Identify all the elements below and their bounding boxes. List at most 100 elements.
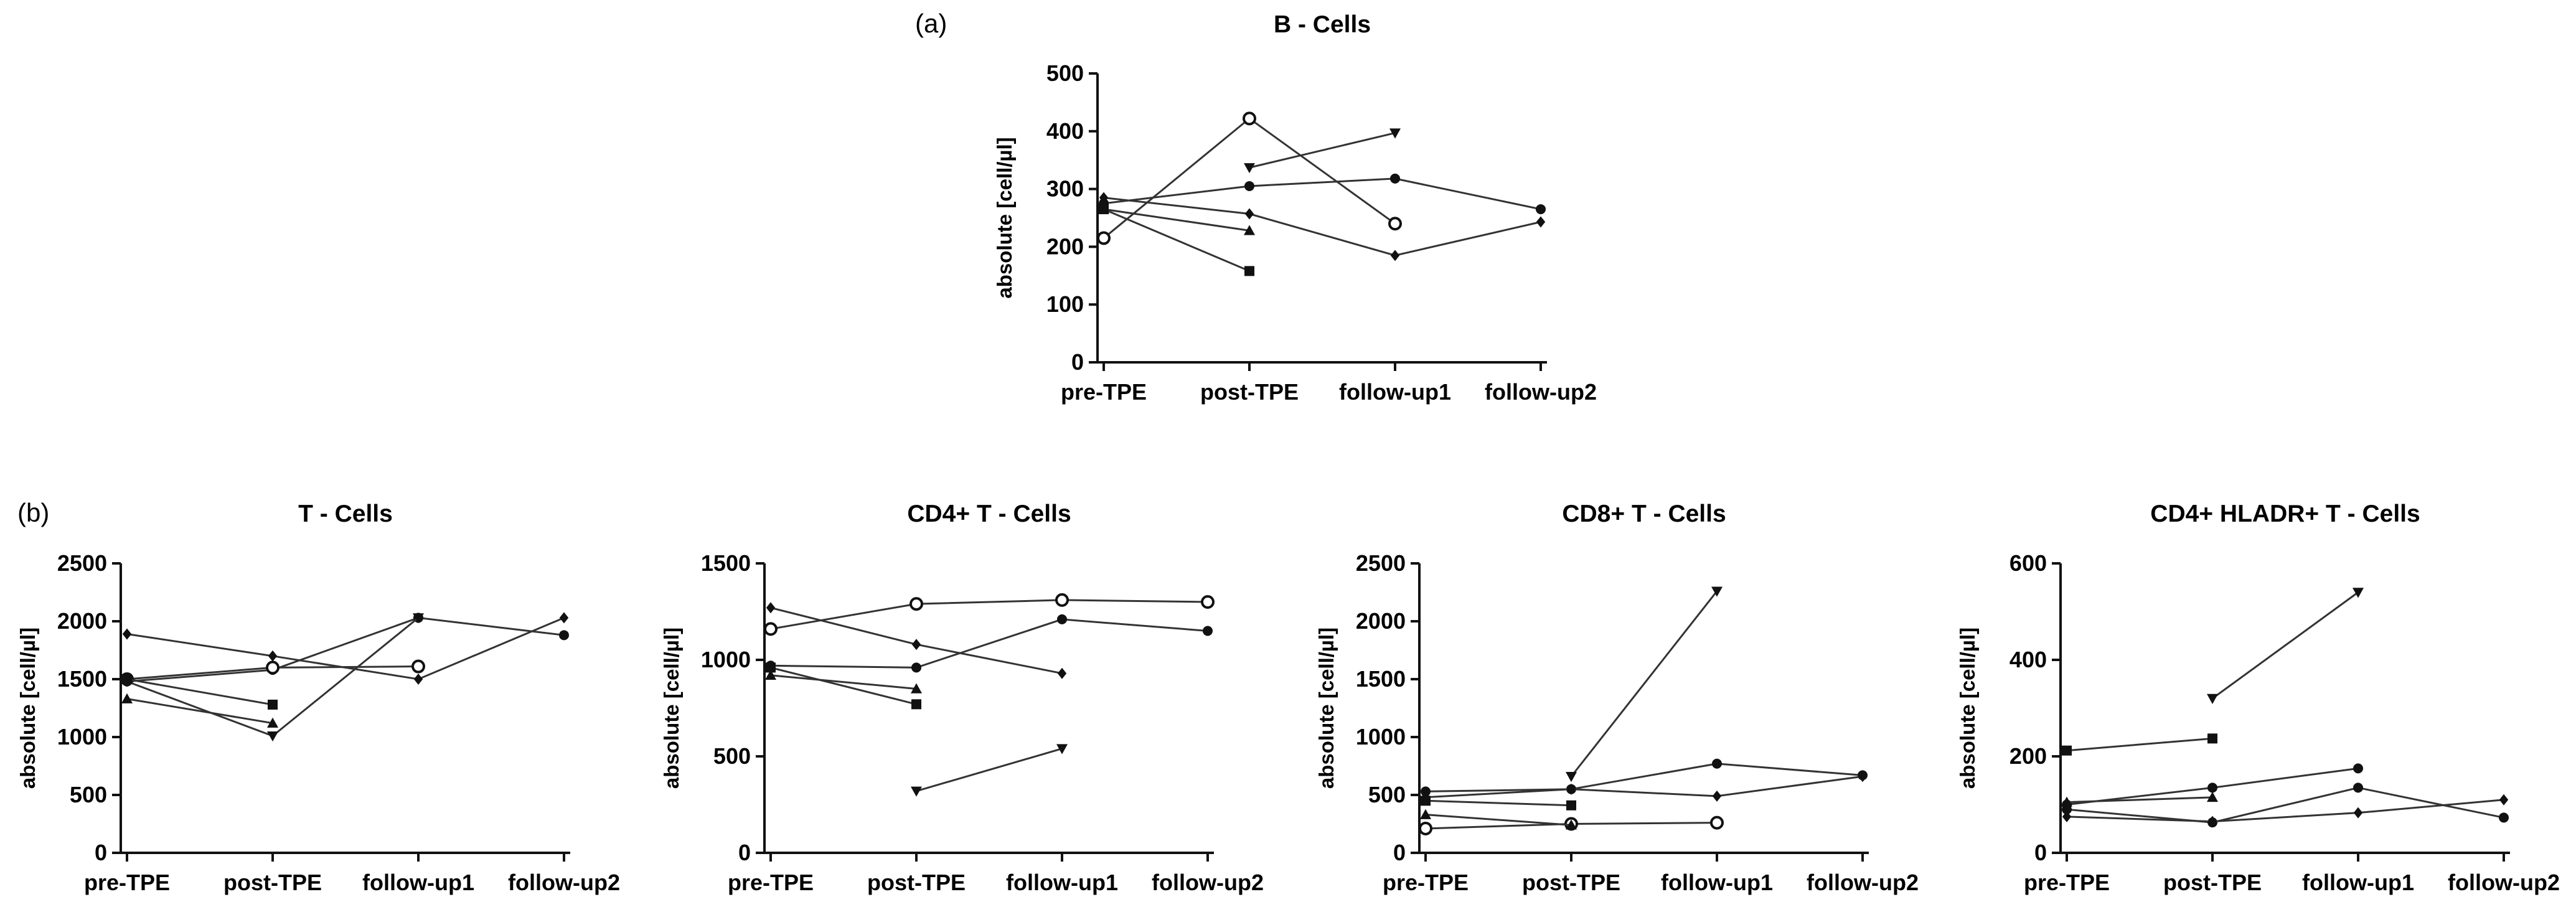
y-tick-label: 500 bbox=[70, 782, 107, 807]
data-point-triangle-down bbox=[911, 786, 922, 797]
y-tick-label: 500 bbox=[1046, 60, 1084, 86]
data-point-square bbox=[268, 699, 278, 710]
data-point-triangle-up bbox=[1244, 225, 1255, 235]
charts-container: B - Cells absolute [cell/µl] 0 100 200 300 400… bbox=[16, 11, 2560, 895]
y-tick-label: 0 bbox=[95, 840, 107, 865]
x-tick-label: pre-TPE bbox=[2024, 870, 2110, 895]
x-tick-label: pre-TPE bbox=[1061, 379, 1147, 405]
data-point-diamond bbox=[1057, 667, 1067, 679]
chart-t-cells: T - Cells absolute [cell/µl] 0 500 1000 1500 2… bbox=[16, 500, 620, 895]
chart-title: B - Cells bbox=[1274, 11, 1371, 38]
series-patient-triangle-down bbox=[2207, 588, 2364, 704]
data-point-square bbox=[1421, 796, 1431, 806]
x-tick-label: follow-up2 bbox=[508, 870, 620, 895]
data-point-circle bbox=[1536, 204, 1546, 215]
data-point-circle-open bbox=[764, 622, 778, 636]
x-tick-label: post-TPE bbox=[1522, 870, 1620, 895]
data-point-triangle-down bbox=[2207, 693, 2218, 704]
series-patient-circle-filled bbox=[766, 614, 1213, 673]
data-point-circle-open bbox=[1419, 821, 1432, 835]
series-patient-square bbox=[1421, 796, 1576, 811]
series-patient-circle-open bbox=[1097, 111, 1402, 245]
x-tick-label: follow-up1 bbox=[1339, 379, 1451, 405]
x-tick-label: follow-up1 bbox=[2302, 870, 2414, 895]
y-tick-label: 2000 bbox=[57, 608, 107, 634]
data-point-diamond bbox=[268, 650, 278, 662]
series-line bbox=[126, 678, 273, 706]
data-point-circle bbox=[1057, 614, 1067, 624]
data-point-square bbox=[911, 699, 921, 710]
data-point-diamond bbox=[1712, 790, 1722, 802]
data-point-diamond bbox=[1099, 192, 1109, 204]
series-patient-triangle-down bbox=[1566, 586, 1723, 782]
y-tick-label: 0 bbox=[1393, 840, 1406, 865]
y-tick-label: 1500 bbox=[57, 666, 107, 692]
data-point-triangle-down bbox=[1711, 586, 1723, 597]
data-point-circle-open bbox=[1055, 593, 1069, 607]
series-line bbox=[126, 616, 565, 683]
series-line bbox=[1249, 132, 1396, 169]
data-point-circle-open bbox=[1388, 217, 1402, 231]
series-line bbox=[770, 618, 1208, 669]
y-tick-label: 500 bbox=[1368, 782, 1406, 807]
data-point-diamond bbox=[559, 612, 569, 624]
data-point-triangle-down bbox=[1566, 772, 1577, 782]
data-point-triangle-up bbox=[1566, 819, 1577, 830]
y-tick-label: 600 bbox=[2010, 550, 2047, 576]
data-point-triangle-up bbox=[2207, 791, 2218, 802]
y-tick-label: 2500 bbox=[1356, 550, 1406, 576]
x-tick-label: follow-up2 bbox=[1485, 379, 1597, 405]
series-line bbox=[1103, 197, 1541, 256]
chart-b-cells: B - Cells absolute [cell/µl] 0 100 200 300 400… bbox=[993, 11, 1597, 405]
series-patient-diamond bbox=[2062, 794, 2509, 827]
data-point-circle bbox=[1203, 626, 1213, 636]
series-patient-diamond bbox=[766, 602, 1067, 679]
data-point-diamond bbox=[1390, 250, 1400, 261]
data-point-diamond bbox=[413, 674, 423, 685]
y-tick-label: 2500 bbox=[57, 550, 107, 576]
data-point-diamond bbox=[2499, 794, 2509, 806]
y-tick-label: 1500 bbox=[701, 550, 751, 576]
data-point-circle-open bbox=[1201, 595, 1215, 609]
chart-cd4-hladr-t-cells: CD4+ HLADR+ T - Cells absolute [cell/µl] 0… bbox=[1956, 500, 2560, 895]
data-point-diamond bbox=[1244, 208, 1254, 220]
data-point-diamond bbox=[911, 639, 921, 651]
data-point-square bbox=[2207, 733, 2217, 744]
series-patient-triangle-up bbox=[1420, 809, 1577, 830]
data-point-circle bbox=[2499, 812, 2509, 823]
series-patient-diamond bbox=[122, 612, 569, 685]
y-tick-label: 0 bbox=[1071, 349, 1084, 375]
y-tick-label: 400 bbox=[2010, 647, 2047, 672]
series-line bbox=[1425, 814, 1572, 826]
data-point-circle bbox=[1421, 786, 1431, 797]
y-axis-label: absolute [cell/µl] bbox=[1956, 627, 1979, 789]
series-patient-circle-filled bbox=[122, 613, 569, 687]
series-line bbox=[1103, 117, 1396, 239]
panel-label-b: (b) bbox=[17, 498, 49, 527]
data-point-circle-open bbox=[266, 660, 280, 675]
series-line bbox=[126, 698, 273, 725]
y-tick-label: 1500 bbox=[1356, 666, 1406, 692]
data-point-triangle-down bbox=[1056, 744, 1068, 754]
series-patient-circle-filled bbox=[1099, 173, 1546, 215]
data-point-circle bbox=[2353, 763, 2363, 774]
y-tick-label: 400 bbox=[1046, 118, 1084, 144]
data-point-diamond bbox=[1566, 783, 1576, 795]
panel-label-a: (a) bbox=[915, 9, 947, 38]
series-patient-circle-open bbox=[764, 593, 1215, 636]
series-patient-triangle-up bbox=[765, 669, 922, 693]
data-point-square bbox=[766, 662, 776, 673]
x-tick-label: follow-up2 bbox=[1807, 870, 1919, 895]
data-point-diamond bbox=[2207, 815, 2217, 827]
x-tick-label: follow-up2 bbox=[2448, 870, 2560, 895]
data-point-circle-open bbox=[1243, 111, 1256, 126]
data-point-triangle-up bbox=[911, 683, 922, 693]
data-point-triangle-up bbox=[267, 717, 278, 728]
series-line bbox=[126, 617, 565, 680]
series-line bbox=[1425, 799, 1572, 807]
series-patient-triangle-up bbox=[121, 693, 278, 728]
data-point-triangle-down bbox=[1244, 163, 1255, 174]
series-line bbox=[770, 599, 1208, 630]
data-point-triangle-down bbox=[413, 613, 424, 624]
